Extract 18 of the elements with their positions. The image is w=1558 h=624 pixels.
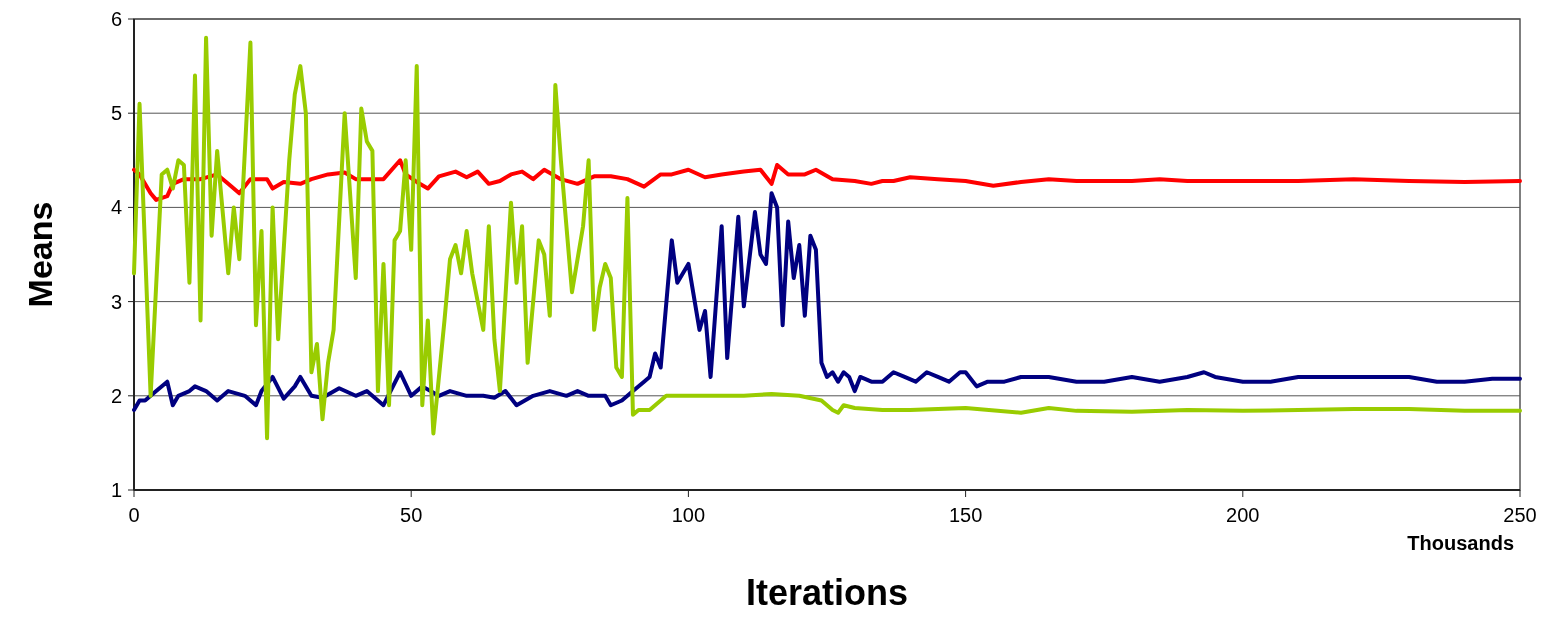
y-tick-label: 5: [110, 102, 122, 125]
y-tick-label: 2: [110, 384, 122, 407]
x-tick-label: 250: [1503, 504, 1537, 526]
y-tick-label: 1: [110, 479, 122, 501]
line-series: [132, 158, 1522, 202]
line-series: [132, 191, 1522, 412]
x-tick-label: 150: [948, 504, 983, 526]
y-tick-label: 6: [110, 8, 122, 30]
line-series: [132, 35, 1522, 441]
y-tick-label: 3: [110, 290, 122, 313]
x-tick-label: 0: [128, 504, 140, 526]
x-axis-title: Iterations: [745, 572, 909, 613]
y-tick-label: 4: [110, 196, 122, 219]
x-tick-label: 50: [400, 504, 423, 526]
text: Thousands: [1407, 532, 1514, 554]
y-axis-title: Means: [21, 201, 59, 308]
x-tick-label: 200: [1226, 504, 1260, 526]
x-tick-label: 100: [671, 504, 706, 526]
